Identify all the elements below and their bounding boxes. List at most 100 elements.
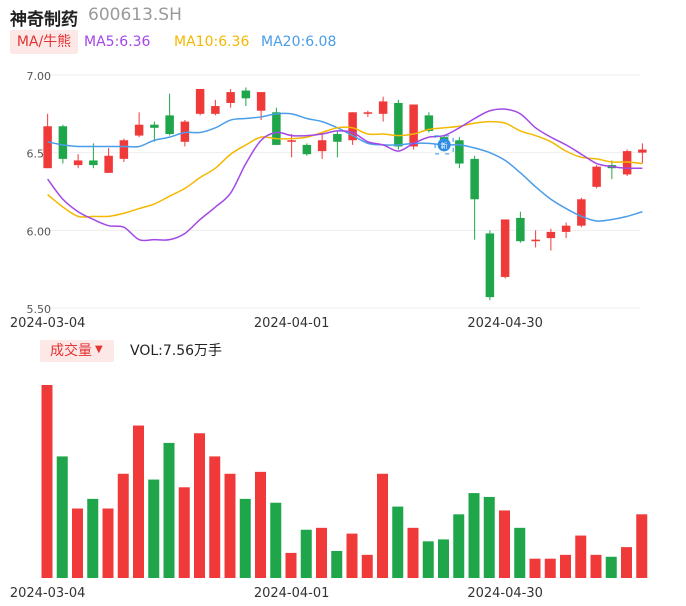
volume-bar	[316, 527, 327, 578]
volume-bar	[300, 529, 312, 578]
candle	[577, 197, 586, 228]
candle-body	[165, 115, 174, 135]
volume-bar	[407, 527, 419, 578]
ma5-label: MA5:6.36	[84, 34, 151, 50]
volume-bar	[255, 471, 266, 578]
ma-lines	[47, 108, 643, 242]
candle-body	[516, 217, 525, 242]
ma20-label: MA20:6.08	[261, 34, 337, 50]
volume-bar	[529, 558, 541, 578]
volume-bar	[483, 496, 495, 578]
candle	[317, 132, 327, 159]
candle-body	[577, 199, 586, 226]
candle	[516, 211, 525, 243]
volume-bar	[453, 514, 465, 578]
volume-bar	[209, 456, 221, 578]
candles	[43, 87, 647, 301]
candle	[622, 149, 632, 176]
candle	[592, 165, 601, 189]
y-tick-label: 5.50	[27, 303, 52, 316]
volume-toggle-button[interactable]: 成交量 ▼	[40, 340, 114, 362]
candle	[104, 148, 113, 173]
candle	[455, 137, 464, 169]
volume-bar	[392, 506, 404, 578]
candle	[211, 99, 220, 116]
volume-bar	[346, 533, 358, 578]
stock-code: 600613.SH	[88, 5, 182, 25]
marker-label: 新	[441, 141, 448, 150]
candle-body	[43, 126, 52, 169]
volume-bar	[590, 554, 602, 578]
candle	[500, 219, 510, 279]
x-tick-label: 2024-04-30	[467, 316, 543, 331]
x-tick-label: 2024-03-04	[10, 586, 86, 601]
volume-bar	[605, 556, 617, 578]
candle-body	[73, 160, 83, 166]
volume-bar	[575, 535, 587, 578]
candle	[226, 88, 235, 108]
candle	[180, 120, 190, 147]
x-tick-label: 2024-04-01	[254, 316, 330, 331]
candle-body	[546, 231, 556, 239]
volume-bar	[56, 456, 68, 578]
candle-body	[134, 124, 144, 136]
candle	[546, 228, 556, 251]
y-tick-label: 7.00	[27, 70, 52, 83]
candle-body	[455, 140, 464, 164]
candle-body	[119, 140, 129, 159]
candle-body	[424, 115, 434, 131]
volume-toggle-label: 成交量	[50, 343, 92, 359]
x-tick-label: 2024-04-30	[467, 586, 543, 601]
price-axis-labels: 7.006.506.005.50	[27, 70, 52, 316]
candle-body	[378, 101, 388, 114]
price-grid	[40, 74, 640, 309]
candle	[73, 154, 83, 169]
candle	[119, 138, 129, 162]
price-date-axis: 2024-03-04 2024-04-01 2024-04-30	[10, 316, 543, 331]
candle	[638, 143, 647, 164]
volume-bar	[102, 508, 114, 578]
candle-body	[485, 233, 495, 298]
candle	[302, 143, 312, 156]
candle-body	[272, 112, 281, 145]
candle-body	[638, 149, 647, 153]
volume-bar	[377, 473, 388, 578]
volume-bar	[239, 498, 251, 578]
volume-bar	[194, 433, 205, 578]
volume-bar	[87, 498, 99, 578]
candle	[561, 222, 571, 239]
candle	[134, 112, 144, 138]
candle-body	[89, 160, 98, 166]
candle-body	[500, 219, 510, 277]
ma5-line	[47, 108, 643, 242]
candle	[195, 88, 205, 116]
volume-bar	[621, 547, 632, 578]
candle	[150, 121, 159, 142]
candle-body	[561, 225, 571, 232]
y-tick-label: 6.00	[27, 225, 52, 238]
ma10-label: MA10:6.36	[174, 34, 250, 50]
volume-bar	[270, 502, 282, 578]
volume-date-axis: 2024-03-04 2024-04-01 2024-04-30	[10, 586, 543, 601]
volume-bar	[133, 425, 144, 578]
candle-body	[211, 106, 220, 114]
volume-bar	[148, 479, 160, 578]
candle-body	[195, 88, 205, 114]
candle	[409, 104, 418, 150]
marker-dot	[437, 138, 451, 152]
volume-bar	[514, 527, 526, 578]
new-marker[interactable]: 新	[434, 135, 454, 155]
volume-bar	[117, 473, 129, 578]
candle-body	[363, 112, 373, 114]
volume-bar	[468, 493, 480, 578]
candle	[287, 134, 296, 158]
volume-bar	[422, 541, 434, 578]
candle-body	[622, 151, 632, 175]
volume-bar	[178, 487, 190, 578]
candle-body	[58, 126, 68, 159]
candle	[333, 130, 342, 158]
candle-body	[226, 92, 235, 103]
candle-body	[256, 92, 266, 111]
ma-toggle-button[interactable]: MA/牛熊	[10, 30, 78, 54]
